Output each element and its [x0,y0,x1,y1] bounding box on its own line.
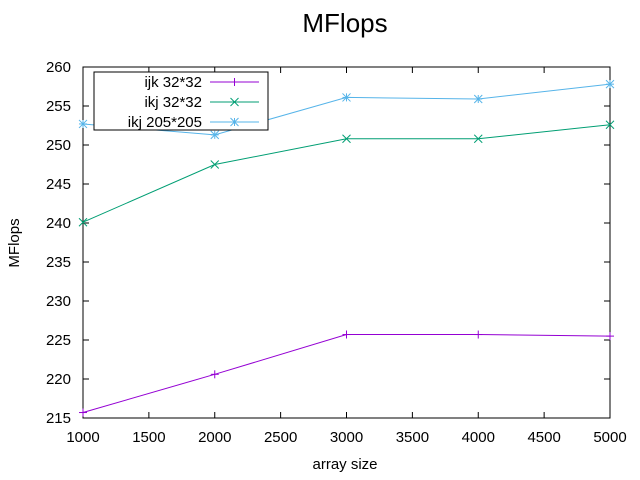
x-axis-label: array size [312,456,377,473]
data-point [605,79,615,89]
x-tick-label: 4000 [462,429,495,446]
axis-ticks: 1000 1500 2000 2500 3000 3500 4000 4500 5000 215 2… [46,59,627,446]
data-point [474,330,483,339]
y-tick-label: 235 [46,254,71,271]
data-point [78,119,88,129]
x-tick-label: 5000 [593,429,626,446]
x-tick-label: 2500 [264,429,297,446]
y-tick-label: 215 [46,410,71,427]
data-point [342,134,351,144]
y-tick-label: 240 [46,215,71,232]
data-point [473,94,483,104]
data-point [210,130,220,140]
y-tick-label: 250 [46,137,71,154]
x-tick-label: 2000 [198,429,231,446]
x-tick-label: 1500 [132,429,165,446]
data-point [210,370,219,379]
series-3 [78,79,615,140]
legend-label: ijk 32*32 [144,74,202,91]
data-point [210,160,220,169]
data-point [342,330,351,339]
data-point [230,78,239,86]
y-axis-label: MFlops [6,218,23,267]
legend-entry: ikj 32*32 [144,94,259,111]
y-tick-label: 225 [46,332,71,349]
data-point [79,408,87,417]
data-point [230,117,239,127]
x-tick-label: 4500 [527,429,560,446]
y-tick-label: 255 [46,98,71,115]
legend-label: ikj 32*32 [144,94,202,111]
data-point [605,120,615,130]
series-2 [78,120,615,227]
series-lines [78,79,615,417]
x-tick-label: 1000 [66,429,99,446]
chart-title: MFlops [302,8,387,38]
legend: ijk 32*32 ikj 32*32 ikj 205*205 [93,71,269,131]
y-tick-label: 230 [46,293,71,310]
data-point [342,93,351,102]
legend-entry: ikj 205*205 [128,114,259,131]
series-1 [79,330,614,417]
y-tick-label: 260 [46,59,71,76]
data-point [606,332,614,341]
y-tick-label: 220 [46,371,71,388]
series-line [82,334,611,414]
x-tick-label: 3000 [330,429,363,446]
y-tick-label: 245 [46,176,71,193]
data-point [78,217,88,227]
x-tick-label: 3500 [396,429,429,446]
legend-label: ikj 205*205 [128,114,202,131]
data-point [230,97,239,107]
legend-entry: ijk 32*32 [144,74,259,91]
data-point [473,134,483,144]
